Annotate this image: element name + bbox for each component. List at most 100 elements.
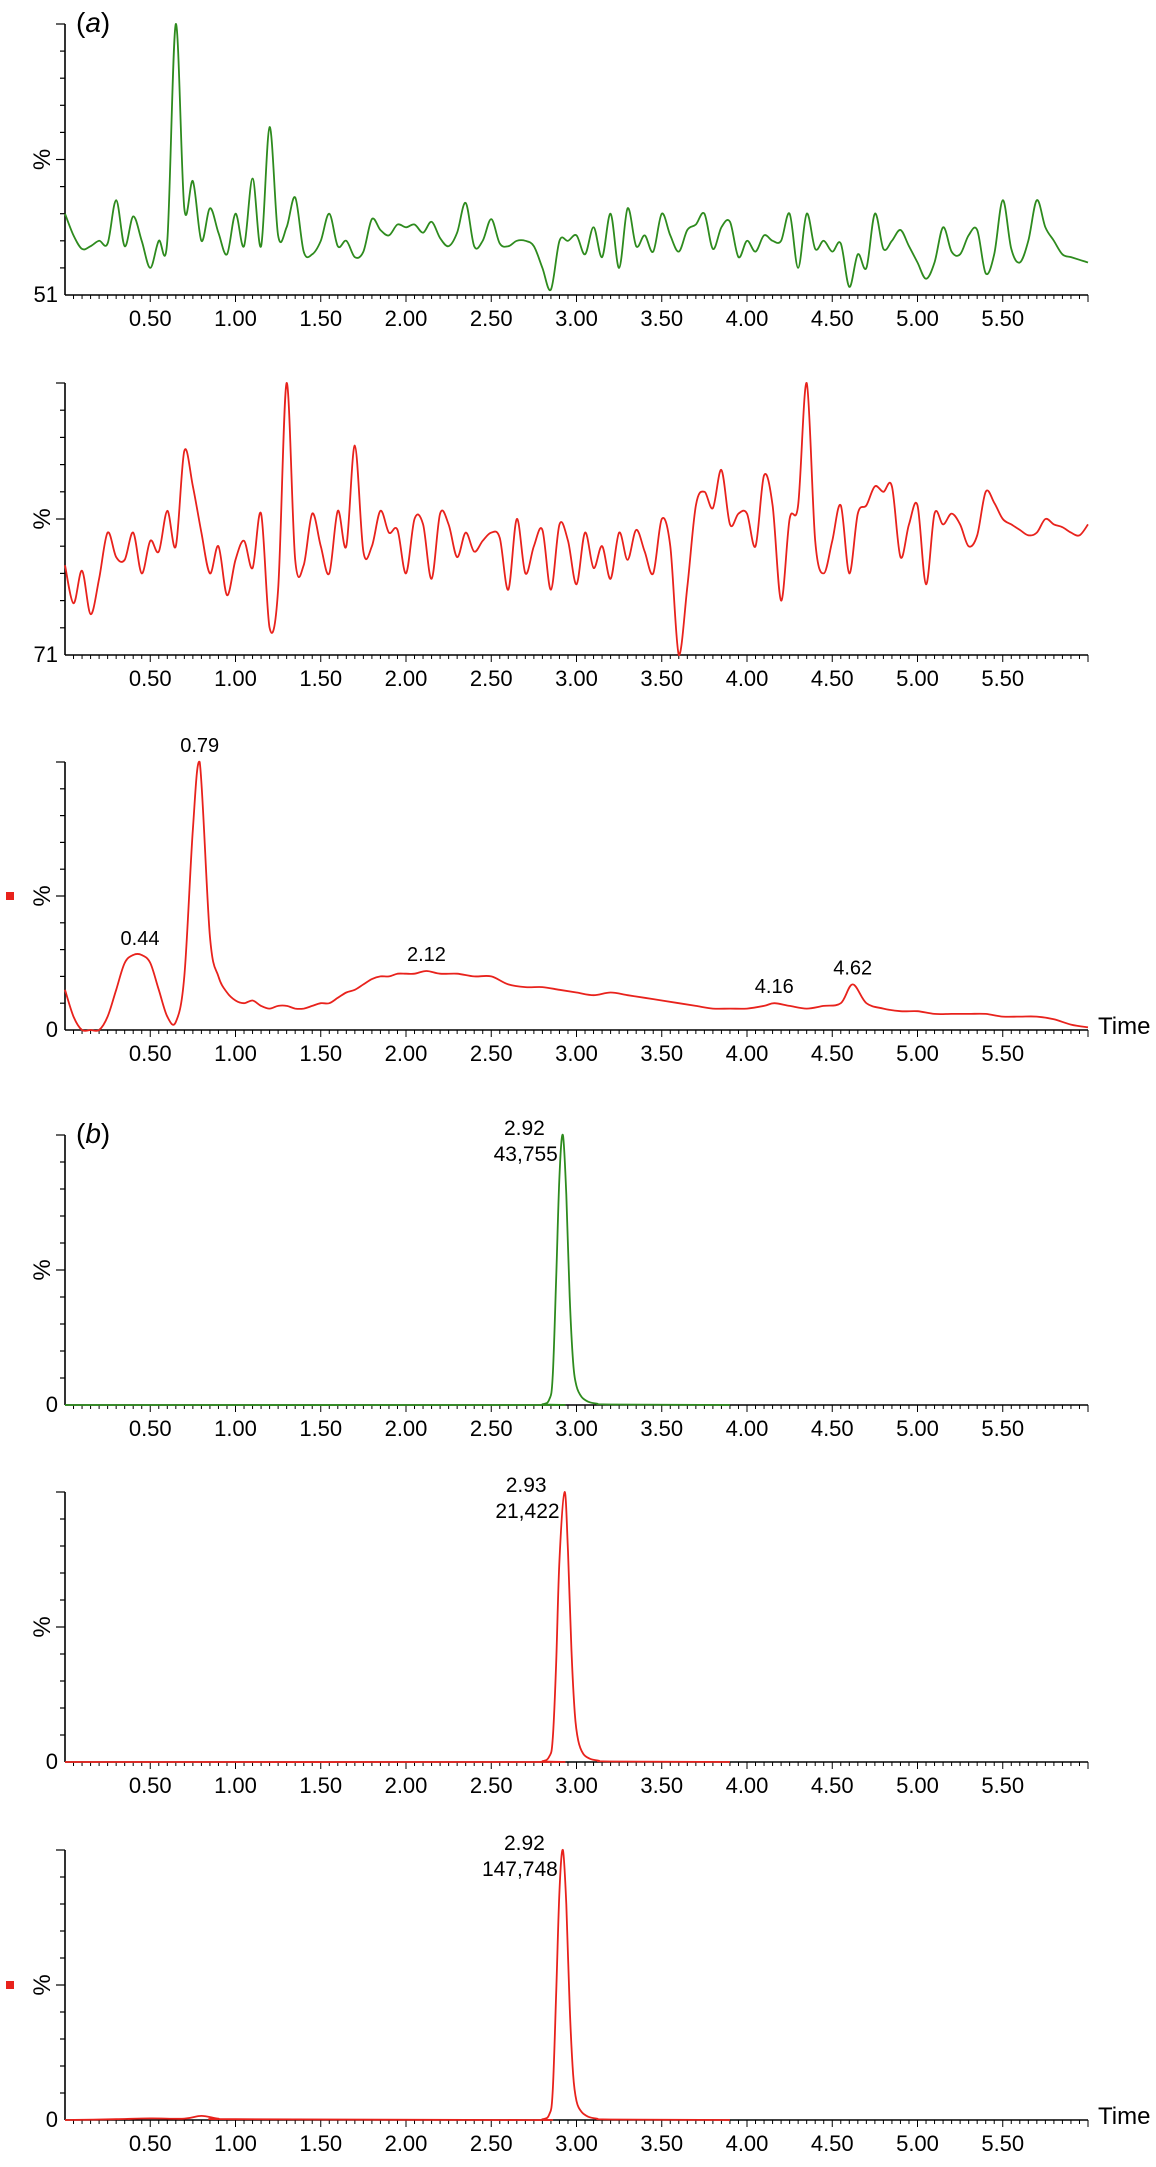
chart-panel-3: 0.50 1.00 1.50 2.00 2.50 3.00 3.50 4.00 4.50 5.00… [6,735,1150,1066]
x-tick-label: 1.00 [214,1773,257,1798]
series-line [64,382,1089,656]
baseline-label: 51 [34,282,58,307]
y-axis-label: % [29,1974,56,1995]
x-tick-label: 3.50 [640,2131,683,2156]
peak-area-label: 43,755 [494,1143,558,1166]
baseline-label: 0 [46,1392,58,1417]
x-tick-label: 1.50 [299,666,342,691]
series-line [64,23,1089,292]
x-tick-label: 4.00 [726,1773,769,1798]
x-tick-label: 3.00 [555,2131,598,2156]
peak-label: 0.79 [180,735,219,757]
x-tick-label: 0.50 [129,666,172,691]
x-tick-label: 2.00 [385,306,428,331]
series-line [64,1491,731,1763]
series-line [64,1849,731,2121]
x-tick-label: 1.50 [299,1416,342,1441]
x-tick-label: 2.50 [470,306,513,331]
y-axis-label: % [29,1259,56,1280]
x-tick-label: 4.50 [811,1773,854,1798]
x-tick-label: 2.50 [470,666,513,691]
y-axis-label: % [29,149,56,170]
x-tick-label: 5.50 [981,306,1024,331]
series-line [64,1133,731,1406]
x-tick-label: 4.00 [726,306,769,331]
x-tick-label: 2.00 [385,1773,428,1798]
x-tick-label: 5.50 [981,1041,1024,1066]
x-tick-label: 4.50 [811,666,854,691]
x-tick-label: 5.00 [896,1416,939,1441]
x-tick-label: 1.00 [214,666,257,691]
chart-panel-4: 0.50 1.00 1.50 2.00 2.50 3.00 3.50 4.00 4.50 5.00… [29,1117,1089,1441]
x-tick-label: 4.00 [726,1416,769,1441]
series-line [64,761,1089,1032]
x-tick-label: 4.00 [726,1041,769,1066]
peak-time-label: 2.93 [506,1474,547,1497]
y-axis-label: % [29,508,56,529]
baseline-label: 0 [46,2107,58,2132]
x-tick-label: 2.00 [385,666,428,691]
x-tick-label: 1.50 [299,306,342,331]
x-tick-label: 1.00 [214,2131,257,2156]
baseline-label: 0 [46,1017,58,1042]
x-tick-label: 5.50 [981,1773,1024,1798]
peak-label: 4.16 [755,976,794,998]
baseline-label: 71 [34,642,58,667]
x-tick-label: 0.50 [129,1041,172,1066]
x-tick-label: 2.00 [385,2131,428,2156]
x-tick-label: 0.50 [129,1773,172,1798]
x-tick-label: 2.00 [385,1416,428,1441]
peak-time-label: 2.92 [504,1832,545,1855]
x-tick-label: 4.00 [726,2131,769,2156]
x-tick-label: 4.50 [811,1416,854,1441]
channel-marker [6,892,14,900]
x-tick-label: 2.50 [470,1416,513,1441]
panel-label: (a) [76,7,110,38]
x-tick-label: 3.00 [555,1041,598,1066]
x-tick-label: 2.50 [470,1773,513,1798]
x-axis-title: Time [1098,1013,1150,1040]
chart-panel-1: 0.50 1.00 1.50 2.00 2.50 3.00 3.50 4.00 4.50 5.00… [29,7,1089,331]
peak-label: 2.12 [407,944,446,966]
x-tick-label: 5.50 [981,2131,1024,2156]
x-tick-label: 5.50 [981,666,1024,691]
baseline-label: 0 [46,1749,58,1774]
x-tick-label: 0.50 [129,306,172,331]
x-tick-label: 5.00 [896,2131,939,2156]
chart-panel-2: 0.50 1.00 1.50 2.00 2.50 3.00 3.50 4.00 4.50 5.00… [29,382,1089,691]
peak-area-label: 147,748 [482,1858,558,1881]
x-tick-label: 0.50 [129,2131,172,2156]
x-tick-label: 5.00 [896,1041,939,1066]
x-tick-label: 3.50 [640,306,683,331]
y-axis-label: % [29,1616,56,1637]
x-tick-label: 1.50 [299,1773,342,1798]
x-tick-label: 1.00 [214,306,257,331]
peak-label: 4.62 [833,957,872,979]
panel-label: (b) [76,1118,110,1149]
x-tick-label: 3.00 [555,1416,598,1441]
x-tick-label: 5.50 [981,1416,1024,1441]
x-tick-label: 5.00 [896,666,939,691]
x-tick-label: 4.50 [811,306,854,331]
x-tick-label: 3.50 [640,1416,683,1441]
x-tick-label: 2.50 [470,1041,513,1066]
x-tick-label: 2.00 [385,1041,428,1066]
peak-time-label: 2.92 [504,1117,545,1140]
x-tick-label: 4.50 [811,2131,854,2156]
x-tick-label: 0.50 [129,1416,172,1441]
x-tick-label: 3.00 [555,306,598,331]
x-axis-title: Time [1098,2103,1150,2130]
x-tick-label: 1.00 [214,1041,257,1066]
x-tick-label: 1.50 [299,1041,342,1066]
x-tick-label: 4.00 [726,666,769,691]
x-tick-label: 3.50 [640,1773,683,1798]
x-tick-label: 1.00 [214,1416,257,1441]
chart-panel-6: 0.50 1.00 1.50 2.00 2.50 3.00 3.50 4.00 4.50 5.00… [6,1832,1150,2156]
x-tick-label: 3.00 [555,1773,598,1798]
peak-area-label: 21,422 [495,1500,559,1523]
x-tick-label: 1.50 [299,2131,342,2156]
x-tick-label: 3.50 [640,666,683,691]
peak-label: 0.44 [121,928,160,950]
chart-panel-5: 0.50 1.00 1.50 2.00 2.50 3.00 3.50 4.00 4.50 5.00… [29,1474,1089,1798]
